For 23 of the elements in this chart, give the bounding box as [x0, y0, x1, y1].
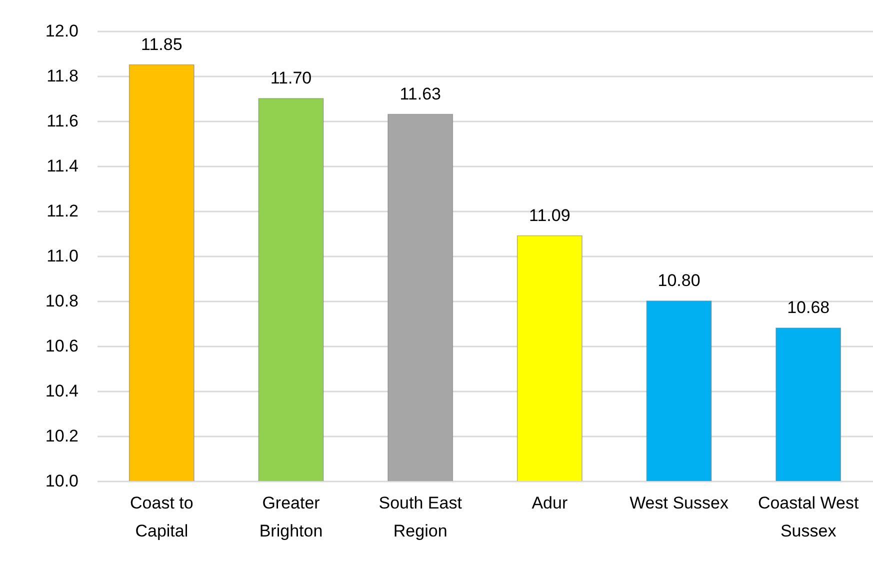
- x-tick-label: Coast to Capital: [130, 494, 194, 540]
- x-tick-label: South East Region: [378, 494, 462, 540]
- y-tick-label: 10.0: [45, 472, 78, 490]
- y-tick-label: 11.6: [46, 112, 78, 130]
- y-tick-label: 10.6: [45, 336, 78, 356]
- y-tick-label: 10.2: [45, 426, 78, 446]
- x-tick-label: Adur: [532, 494, 568, 512]
- data-label: 11.85: [141, 34, 182, 54]
- y-tick-label: 10.4: [45, 382, 78, 400]
- y-tick-label: 11.8: [46, 66, 78, 86]
- data-label: 10.80: [658, 271, 700, 290]
- x-tick-label: Coastal West Sussex: [758, 494, 859, 540]
- y-tick-label: 10.8: [45, 292, 78, 310]
- x-tick-label: Greater Brighton: [259, 494, 323, 540]
- y-tick-label: 12.0: [45, 22, 78, 40]
- data-label: 11.63: [400, 84, 441, 104]
- y-tick-label: 11.2: [46, 202, 78, 220]
- data-label: 11.70: [270, 68, 312, 88]
- data-label: 10.68: [787, 298, 830, 317]
- x-tick-label: West Sussex: [630, 494, 729, 512]
- y-tick-label: 11.0: [46, 246, 78, 266]
- y-tick-label: 11.4: [46, 156, 78, 176]
- data-label: 11.09: [529, 206, 570, 225]
